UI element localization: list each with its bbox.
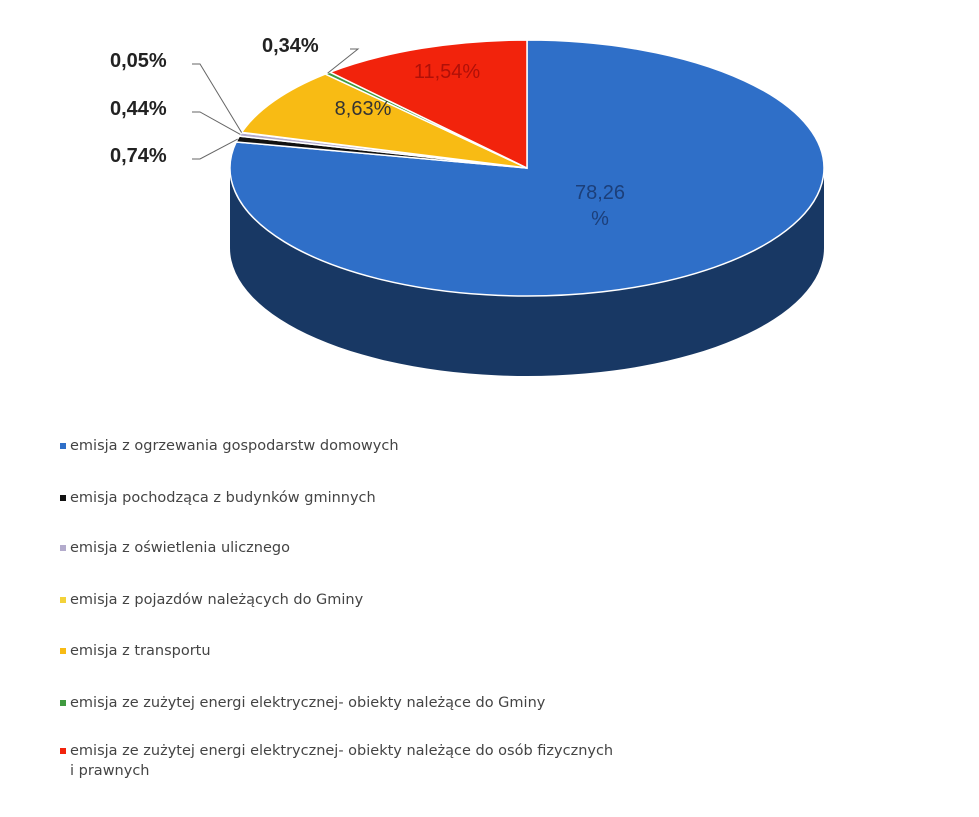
legend-swatch [60, 443, 66, 449]
data-label: 8,63% [334, 98, 392, 120]
leader-line [192, 63, 243, 133]
data-label: 0,44% [110, 98, 167, 120]
legend-swatch [60, 495, 66, 501]
legend-swatch [60, 597, 66, 603]
leader-line [192, 111, 241, 135]
slice-side [230, 168, 824, 376]
legend-label: emisja pochodząca z budynków gminnych [70, 490, 376, 506]
data-label: 78,26 % [574, 182, 626, 230]
legend-label: emisja ze zużytej energi elektrycznej- o… [70, 743, 614, 779]
legend-swatch [60, 748, 66, 754]
legend-item: emisja ze zużytej energi elektrycznej- o… [60, 741, 620, 781]
leader-line [192, 138, 238, 160]
data-label: 0,74% [110, 145, 167, 167]
legend-label: emisja z pojazdów należących do Gminy [70, 592, 364, 608]
slice [328, 39, 528, 170]
slice [240, 73, 528, 169]
legend-swatch [60, 545, 66, 551]
legend-item: emisja z transportu [60, 641, 620, 661]
data-label: 0,34% [262, 35, 319, 57]
data-label: 0,05% [110, 50, 167, 72]
legend-item: emisja z ogrzewania gospodarstw domowych [60, 436, 620, 456]
legend-swatch [60, 648, 66, 654]
legend-label: emisja ze zużytej energi elektrycznej- o… [70, 695, 546, 711]
legend-swatch [60, 700, 66, 706]
legend-item: emisja pochodząca z budynków gminnych [60, 488, 620, 508]
legend-label: emisja z oświetlenia ulicznego [70, 540, 290, 556]
legend-label: emisja z ogrzewania gospodarstw domowych [70, 438, 399, 454]
legend-item: emisja z pojazdów należących do Gminy [60, 590, 620, 610]
slice [229, 39, 825, 297]
data-label: 11,54% [413, 61, 481, 83]
legend-item: emisja z oświetlenia ulicznego [60, 538, 620, 558]
legend-item: emisja ze zużytej energi elektrycznej- o… [60, 693, 620, 713]
leader-line [327, 48, 360, 74]
legend-label: emisja z transportu [70, 643, 211, 659]
